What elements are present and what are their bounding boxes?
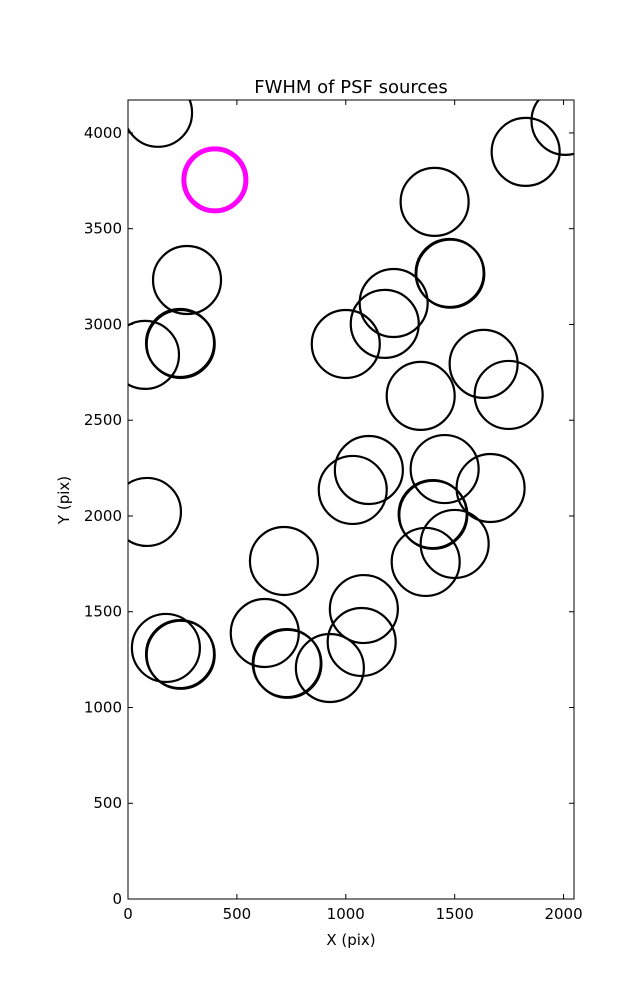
x-axis-label: X (pix) (326, 931, 375, 949)
y-tick-label: 1000 (84, 698, 122, 716)
source-marker (310, 308, 381, 380)
plot-frame (127, 99, 575, 900)
source-marker (294, 632, 365, 704)
source-marker (409, 433, 480, 505)
source-marker (490, 116, 561, 188)
y-tick-label: 4000 (84, 124, 122, 142)
chart-title: FWHM of PSF sources (254, 77, 448, 98)
y-tick-label: 500 (93, 794, 122, 812)
source-marker (130, 612, 201, 684)
source-marker (358, 267, 429, 339)
source-marker (455, 452, 526, 524)
y-tick-label: 0 (112, 890, 122, 908)
source-marker (128, 319, 181, 390)
x-axis: 0 500 1000 1500 2000 (123, 100, 583, 923)
source-marker (229, 597, 300, 669)
source-marker (145, 308, 216, 380)
source-marker (128, 100, 194, 148)
y-tick-label: 1500 (84, 603, 122, 621)
source-marker (473, 359, 544, 431)
y-axis-label: Y (pix) (55, 476, 73, 525)
source-marker (151, 244, 223, 316)
x-tick-label: 500 (223, 905, 252, 923)
source-marker (415, 238, 486, 309)
source-marker (448, 328, 519, 400)
source-marker (128, 476, 183, 548)
highlighted-source-marker (181, 146, 249, 214)
y-axis: 0 500 1000 1500 2000 2500 3000 3500 4000 (84, 124, 574, 908)
x-tick-label: 0 (123, 905, 133, 923)
y-tick-label: 3500 (84, 220, 122, 238)
source-marker (328, 573, 399, 645)
source-marker (530, 100, 574, 156)
source-marker (248, 525, 320, 597)
x-tick-label: 2000 (544, 905, 582, 923)
y-tick-label: 2000 (84, 507, 122, 525)
source-marker (145, 619, 216, 690)
source-marker (349, 288, 420, 359)
source-marker (252, 628, 323, 699)
source-marker (317, 454, 388, 526)
plot-marks (128, 100, 574, 704)
x-tick-label: 1000 (327, 905, 365, 923)
source-marker (326, 606, 397, 678)
y-tick-label: 2500 (84, 411, 122, 429)
x-tick-label: 1500 (436, 905, 474, 923)
source-marker (333, 434, 404, 506)
source-marker (419, 508, 490, 580)
source-marker (385, 360, 456, 431)
y-tick-label: 3000 (84, 315, 122, 333)
source-marker (399, 166, 470, 237)
source-marker (398, 479, 469, 550)
